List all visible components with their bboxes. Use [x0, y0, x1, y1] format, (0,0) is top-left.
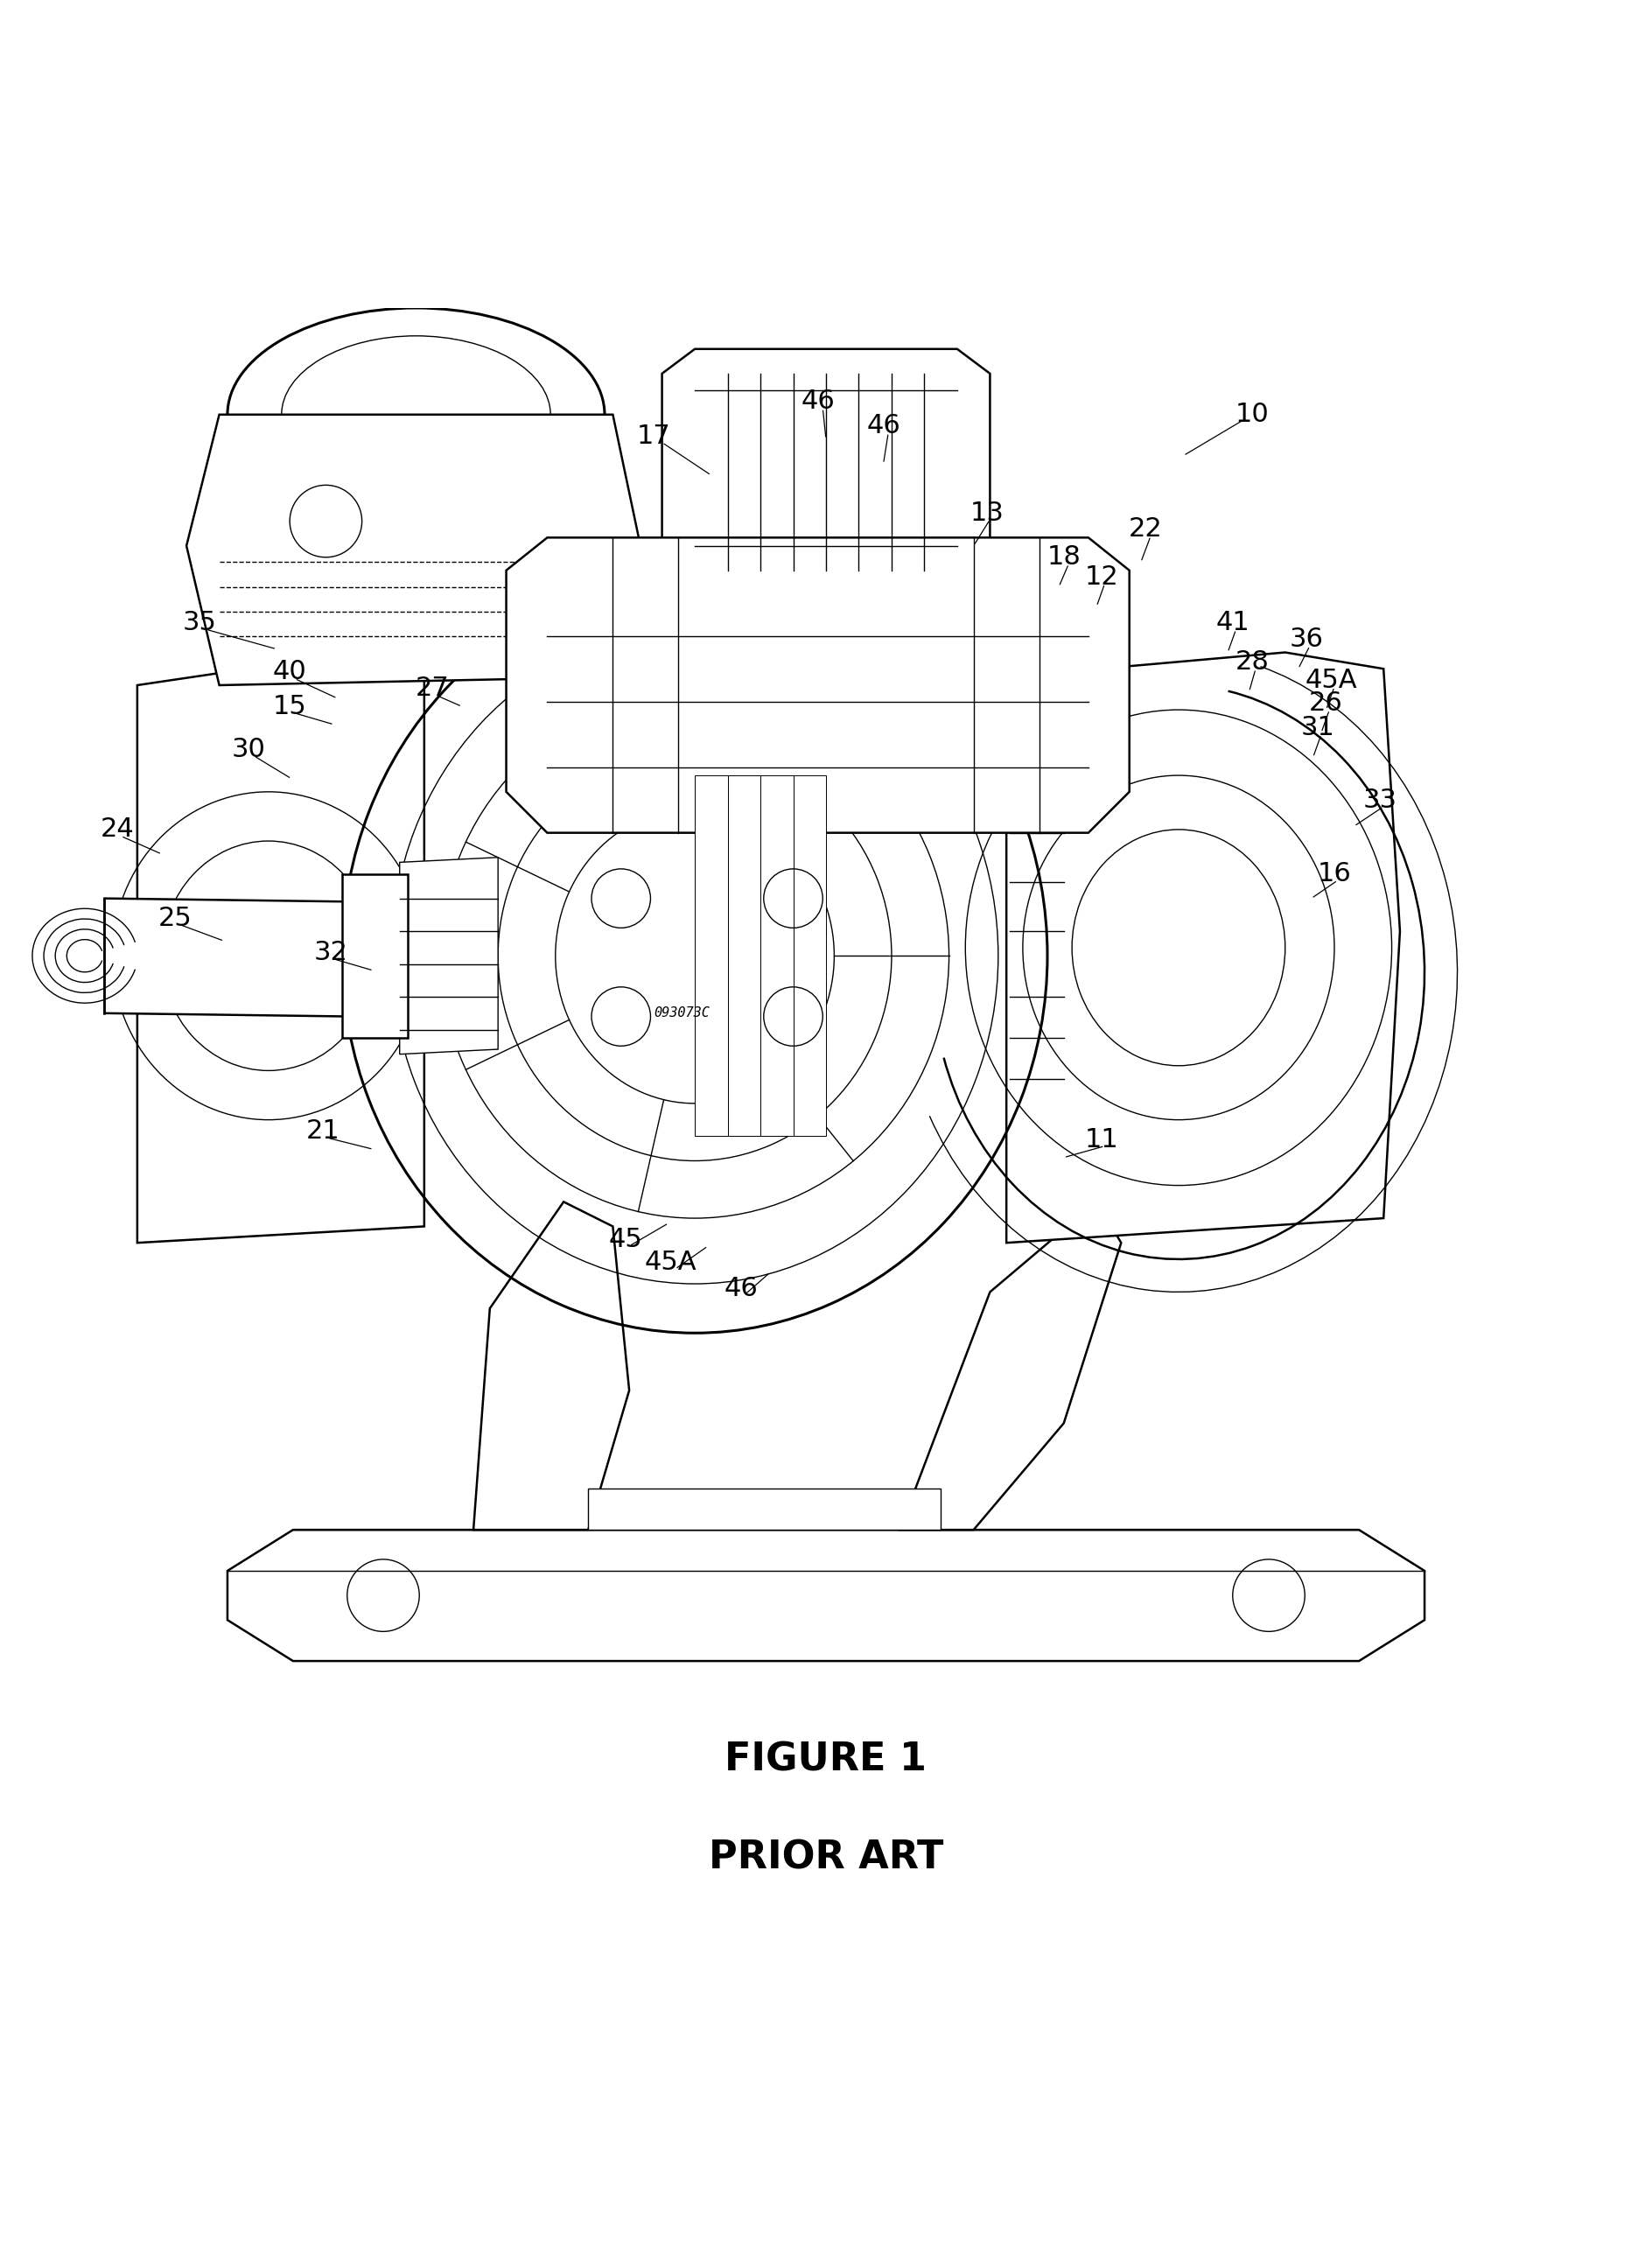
Text: PRIOR ART: PRIOR ART — [709, 1839, 943, 1877]
Text: 41: 41 — [1216, 609, 1249, 636]
Text: 46: 46 — [801, 388, 834, 415]
Text: 16: 16 — [1317, 862, 1351, 887]
Text: 17: 17 — [638, 424, 671, 449]
Text: 18: 18 — [1047, 544, 1080, 571]
Polygon shape — [900, 1202, 1122, 1530]
Polygon shape — [760, 776, 793, 1137]
Text: 11: 11 — [1085, 1126, 1118, 1153]
Text: 35: 35 — [183, 609, 216, 636]
Text: 30: 30 — [231, 735, 266, 763]
Polygon shape — [187, 415, 646, 686]
Polygon shape — [793, 776, 826, 1137]
Text: 25: 25 — [159, 905, 192, 932]
Text: 40: 40 — [273, 659, 307, 686]
Polygon shape — [588, 1489, 940, 1530]
Polygon shape — [727, 776, 760, 1137]
Polygon shape — [474, 1202, 629, 1530]
Text: 46: 46 — [866, 413, 900, 438]
Polygon shape — [506, 537, 1130, 832]
Text: 13: 13 — [970, 501, 1004, 526]
Polygon shape — [342, 873, 408, 1038]
Text: 45A: 45A — [644, 1250, 695, 1275]
Text: FIGURE 1: FIGURE 1 — [725, 1742, 927, 1778]
Text: 22: 22 — [1128, 517, 1163, 541]
Text: 33: 33 — [1363, 787, 1398, 812]
Text: 26: 26 — [1308, 690, 1343, 715]
Text: 32: 32 — [314, 941, 349, 966]
Text: 28: 28 — [1236, 650, 1269, 675]
Text: 15: 15 — [273, 695, 307, 720]
Text: 12: 12 — [1085, 564, 1118, 589]
Polygon shape — [695, 776, 727, 1137]
Text: 31: 31 — [1300, 715, 1335, 740]
Text: 10: 10 — [1236, 402, 1269, 426]
Text: 45A: 45A — [1305, 668, 1358, 693]
Polygon shape — [228, 1530, 1424, 1660]
Text: 21: 21 — [306, 1119, 340, 1144]
Polygon shape — [137, 652, 425, 1243]
Text: 24: 24 — [101, 817, 134, 841]
Polygon shape — [1006, 652, 1399, 1243]
Text: 093073C: 093073C — [654, 1006, 710, 1020]
Text: 36: 36 — [1290, 627, 1323, 652]
Text: 46: 46 — [724, 1277, 758, 1302]
Polygon shape — [662, 350, 990, 602]
Text: 27: 27 — [416, 677, 449, 702]
Text: 45: 45 — [610, 1227, 643, 1252]
Polygon shape — [400, 857, 497, 1054]
Polygon shape — [104, 898, 350, 1017]
